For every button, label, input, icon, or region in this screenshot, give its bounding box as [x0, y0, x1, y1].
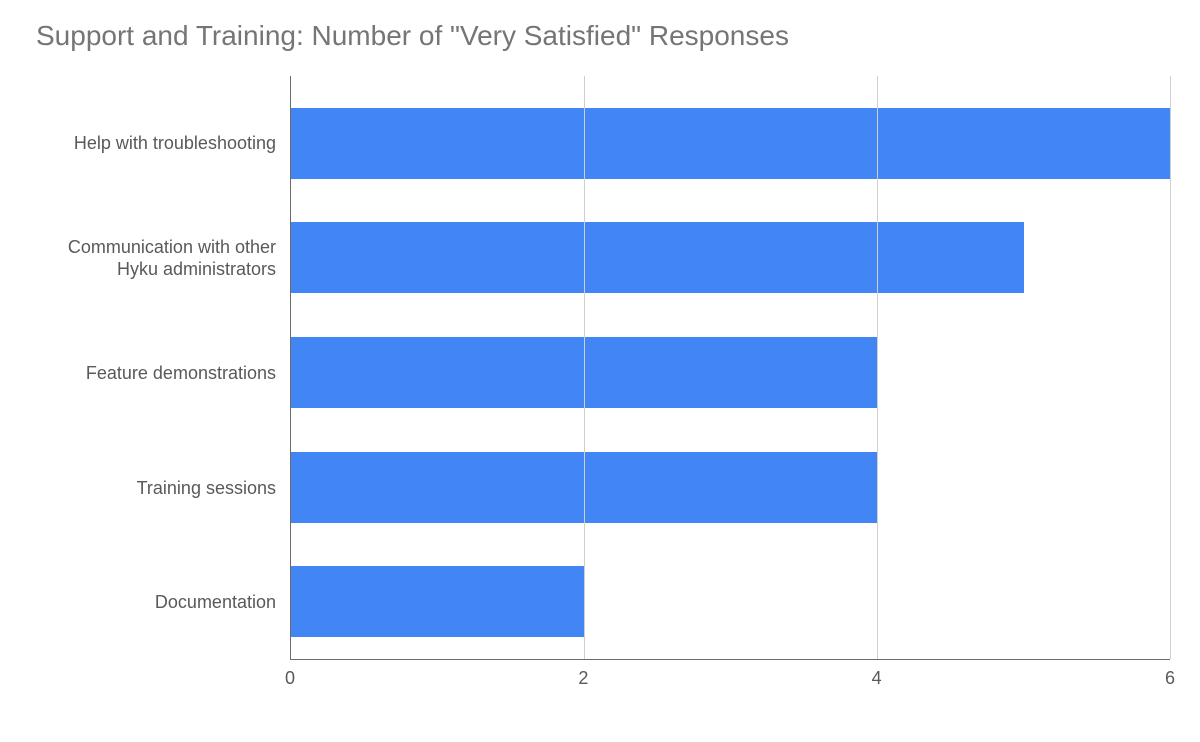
gridline: [584, 76, 585, 659]
y-axis-labels: Help with troubleshootingCommunication w…: [30, 76, 290, 696]
chart-area: Help with troubleshootingCommunication w…: [30, 76, 1170, 696]
x-tick-label: 0: [285, 668, 295, 689]
gridline: [877, 76, 878, 659]
bar-slot: [291, 430, 1170, 545]
x-axis-ticks: 0246: [290, 660, 1170, 696]
plot-column: 0246: [290, 76, 1170, 696]
x-tick-label: 4: [872, 668, 882, 689]
bar: [291, 566, 584, 637]
bar-slot: [291, 315, 1170, 430]
y-axis-label: Training sessions: [30, 430, 290, 545]
y-axis-label: Help with troubleshooting: [30, 86, 290, 201]
gridline: [1170, 76, 1171, 659]
bars-layer: [291, 86, 1170, 659]
plot-area: [290, 76, 1170, 660]
bar: [291, 108, 1170, 179]
x-tick-label: 6: [1165, 668, 1175, 689]
y-axis-label: Communication with other Hyku administra…: [30, 201, 290, 316]
bar-slot: [291, 86, 1170, 201]
bar: [291, 222, 1024, 293]
gridline: [291, 76, 292, 659]
chart-title: Support and Training: Number of "Very Sa…: [36, 20, 1170, 52]
bar-slot: [291, 544, 1170, 659]
bar-slot: [291, 201, 1170, 316]
y-axis-label: Feature demonstrations: [30, 316, 290, 431]
x-tick-label: 2: [578, 668, 588, 689]
y-axis-label: Documentation: [30, 545, 290, 660]
